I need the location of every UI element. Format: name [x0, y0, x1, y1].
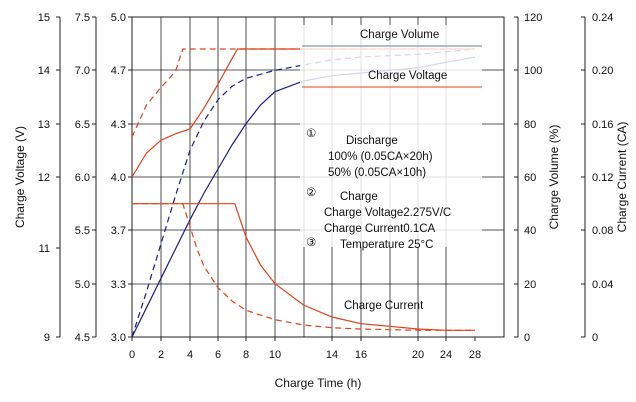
outer-left-tick-4: 11: [39, 243, 50, 255]
volume-tick-1: 100: [524, 65, 542, 77]
volume-tick-labels: 120 100 80 60 40 20 0: [514, 12, 542, 344]
inner-left-tick-5: 5.0: [75, 279, 90, 291]
outer-left-tick-5: 9: [44, 332, 50, 344]
series-current_100: [132, 203, 475, 331]
inner-left-tick-2: 6.5: [75, 119, 90, 131]
x-tick-5: 10: [269, 349, 281, 361]
current-tick-labels: 0.24 0.20 0.16 0.12 0.08 0.04 0: [581, 12, 613, 344]
discharge-heading: Discharge: [346, 135, 398, 147]
x-tick-1: 2: [158, 349, 164, 361]
x-tick-2: 4: [187, 349, 193, 361]
note-number-2: ②: [306, 187, 316, 199]
outer-left-tick-0: 15: [38, 12, 50, 24]
plot-left-tick-2: 4.3: [111, 119, 126, 131]
left-axis-title: Charge Voltage (V): [13, 126, 27, 228]
outer-left-tick-3: 12: [38, 172, 50, 184]
volume-tick-2: 80: [524, 119, 536, 131]
current-tick-1: 0.20: [592, 65, 613, 77]
current-axis-title: Charge Current (CA): [615, 122, 629, 233]
plot-left-tick-1: 4.7: [111, 65, 126, 77]
x-tick-3: 6: [215, 349, 221, 361]
outer-left-tick-2: 13: [38, 119, 50, 131]
charge-line-1: Charge Voltage2.275V/C: [324, 207, 451, 219]
annotation-background: [300, 25, 482, 247]
inner-left-tick-labels: 7.5 7.0 6.5 6.0 5.5 5.0 4.5: [75, 12, 96, 344]
x-tick-7: 16: [355, 349, 367, 361]
plot-left-tick-6: 3.0: [111, 332, 126, 344]
current-tick-3: 0.12: [592, 172, 613, 184]
volume-tick-5: 20: [524, 279, 536, 291]
plot-left-tick-labels: 5.0 4.7 4.3 4.0 3.7 3.3 3.0: [111, 12, 132, 344]
inner-left-tick-6: 4.5: [75, 332, 90, 344]
volume-tick-0: 120: [524, 12, 542, 24]
charge-line-2: Charge Current0.1CA: [324, 223, 436, 235]
inner-left-tick-3: 6.0: [75, 172, 90, 184]
inner-left-tick-4: 5.5: [75, 225, 90, 237]
inner-left-tick-0: 7.5: [75, 12, 90, 24]
x-tick-8: 20: [412, 349, 424, 361]
annotation-box: Charge Volume Charge Voltage ① Discharge…: [300, 25, 482, 251]
series-current_50: [132, 203, 475, 331]
x-tick-6: 14: [326, 349, 338, 361]
volume-tick-6: 0: [524, 332, 530, 344]
current-tick-4: 0.08: [592, 225, 613, 237]
charge-heading: Charge: [340, 191, 378, 203]
volume-axis-title: Charge Volume (%): [547, 125, 561, 230]
inner-left-tick-1: 7.0: [75, 65, 90, 77]
outer-left-tick-labels: 15 14 13 12 11 9: [38, 12, 60, 344]
outer-left-tick-1: 14: [38, 65, 50, 77]
x-tick-9: 24: [440, 349, 452, 361]
x-tick-labels: 0 2 4 6 8 10 14 16 20 24 28: [129, 337, 481, 361]
current-tick-6: 0: [592, 332, 598, 344]
x-axis-title: Charge Time (h): [275, 376, 362, 390]
plot-left-tick-3: 4.0: [111, 172, 126, 184]
legend-voltage-label: Charge Voltage: [368, 70, 447, 82]
volume-tick-4: 40: [524, 225, 536, 237]
discharge-line-2: 50% (0.05CA×10h): [328, 167, 426, 179]
volume-tick-3: 60: [524, 172, 536, 184]
current-tick-5: 0.04: [592, 279, 613, 291]
charge-current-label: Charge Current: [344, 300, 424, 312]
x-tick-4: 8: [243, 349, 249, 361]
legend-volume-label: Charge Volume: [360, 29, 439, 41]
note-number-1: ①: [306, 128, 316, 140]
plot-left-tick-0: 5.0: [111, 12, 126, 24]
charge-line-3: Temperature 25°C: [340, 239, 433, 251]
current-tick-2: 0.16: [592, 119, 613, 131]
x-tick-10: 28: [469, 349, 481, 361]
x-tick-0: 0: [129, 349, 135, 361]
plot-left-tick-4: 3.7: [111, 225, 126, 237]
discharge-line-1: 100% (0.05CA×20h): [328, 151, 433, 163]
current-tick-0: 0.24: [592, 12, 613, 24]
note-number-3: ③: [306, 237, 316, 249]
plot-left-tick-5: 3.3: [111, 279, 126, 291]
